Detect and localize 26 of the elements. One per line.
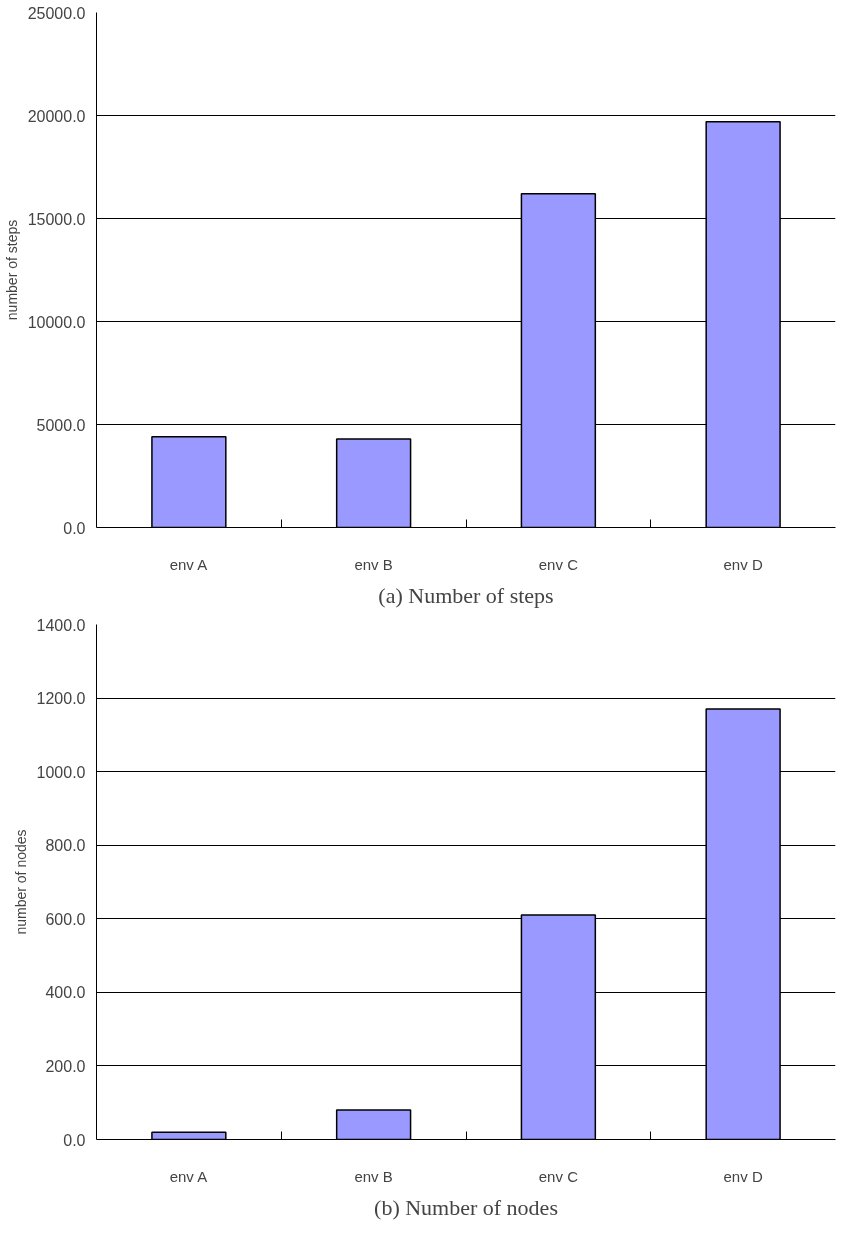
y-axis-title: number of nodes — [12, 829, 29, 935]
x-tick-label: env A — [169, 1167, 208, 1185]
x-tick-label: env D — [723, 555, 763, 573]
y-axis-title: number of steps — [3, 219, 20, 321]
y-tick-label: 0.0 — [63, 519, 86, 537]
y-tick-label: 5000.0 — [36, 416, 86, 434]
text: (a) Number of steps — [378, 582, 554, 608]
y-tick-label: 15000.0 — [27, 210, 86, 228]
y-tick-label: 400.0 — [45, 984, 86, 1002]
x-tick-label: env B — [354, 1167, 393, 1185]
x-tick-label: env B — [354, 555, 393, 573]
y-tick-label: 1400.0 — [36, 616, 86, 634]
y-tick-label: 0.0 — [63, 1131, 86, 1149]
x-tick-label: env A — [169, 555, 208, 573]
x-tick-label: env D — [723, 1167, 763, 1185]
y-tick-label: 200.0 — [45, 1057, 86, 1075]
y-tick-label: 600.0 — [45, 910, 86, 928]
text: (b) Number of nodes — [374, 1194, 558, 1220]
x-tick-label: env C — [538, 1167, 579, 1185]
y-tick-label: 25000.0 — [27, 4, 86, 22]
x-tick-label: env C — [538, 555, 579, 573]
y-tick-label: 20000.0 — [27, 107, 86, 125]
y-tick-label: 10000.0 — [27, 313, 86, 331]
y-tick-label: 1200.0 — [36, 690, 86, 708]
y-tick-label: 1000.0 — [36, 763, 86, 781]
y-tick-label: 800.0 — [45, 837, 86, 855]
